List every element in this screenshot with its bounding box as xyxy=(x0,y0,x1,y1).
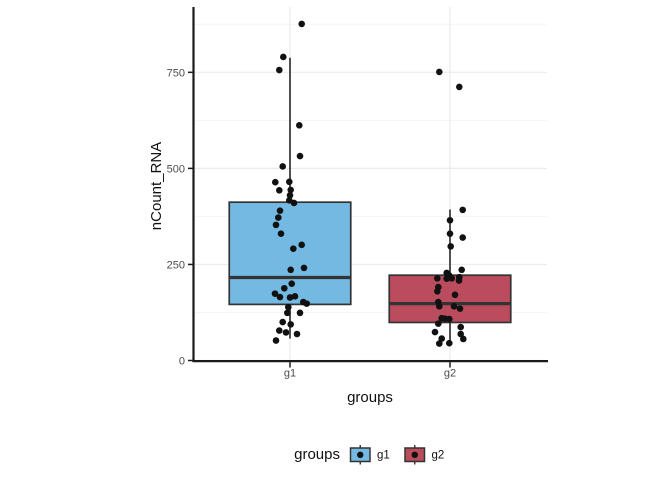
box-g2 xyxy=(388,274,512,324)
jitter-point xyxy=(275,214,282,221)
jitter-point xyxy=(298,20,306,28)
jitter-point xyxy=(438,335,446,342)
jitter-point xyxy=(276,207,284,214)
jitter-point xyxy=(431,328,439,336)
jitter-point xyxy=(291,293,299,300)
jitter-point xyxy=(298,241,306,249)
x-tick-label: g2 xyxy=(444,368,456,380)
jitter-point xyxy=(446,216,454,224)
x-tick-label: g1 xyxy=(284,368,296,380)
jitter-point xyxy=(272,337,280,344)
jitter-point xyxy=(446,230,454,238)
jitter-point xyxy=(460,335,467,343)
jitter-point xyxy=(456,83,463,91)
jitter-point xyxy=(276,186,283,194)
jitter-point xyxy=(303,300,311,307)
jitter-point xyxy=(459,234,467,241)
jitter-point xyxy=(293,330,301,338)
jitter-point xyxy=(276,327,283,334)
jitter-point xyxy=(282,329,290,336)
legend: groups g1 g2 xyxy=(294,445,444,465)
jitter-point xyxy=(457,323,465,331)
jitter-point xyxy=(450,303,458,310)
jitter-point xyxy=(436,68,443,76)
jitter-point xyxy=(290,245,297,252)
jitter-point xyxy=(277,230,285,238)
boxplots xyxy=(228,57,512,344)
y-tick-label: 500 xyxy=(167,163,185,175)
jitter-point xyxy=(276,293,284,301)
jitter-point xyxy=(446,315,453,323)
jitter-point xyxy=(436,303,443,310)
jitter-point xyxy=(447,243,455,250)
box-g1 xyxy=(228,201,352,306)
jitter-point xyxy=(443,275,451,282)
legend-key-g2 xyxy=(404,445,426,465)
jitter-point xyxy=(285,303,292,311)
jitter-point xyxy=(296,122,303,129)
legend-key-point xyxy=(357,451,364,458)
jitter-point xyxy=(284,309,291,317)
legend-title: groups xyxy=(294,446,340,463)
jitter-point xyxy=(280,53,287,61)
jitter-point xyxy=(290,199,298,207)
jitter-point xyxy=(457,330,465,338)
jitter-point xyxy=(434,288,441,295)
y-tick-label: 250 xyxy=(167,259,185,271)
jitter-point xyxy=(286,294,294,301)
jitter-point xyxy=(271,290,279,297)
jitter-point xyxy=(286,191,294,199)
legend-key-g1 xyxy=(349,445,371,465)
jitter-point xyxy=(281,284,288,292)
jitter-point xyxy=(458,266,466,274)
jitter-points xyxy=(271,20,467,347)
boxplot-g1 xyxy=(228,57,352,339)
jitter-point xyxy=(276,66,283,74)
jitter-point xyxy=(288,280,296,287)
legend-key-point xyxy=(411,451,418,458)
jitter-point xyxy=(434,274,441,282)
y-axis-title: nCount_RNA xyxy=(148,142,165,230)
jitter-point xyxy=(287,321,295,328)
axes: 0 250 500 750 g1 g2 xyxy=(167,7,548,380)
jitter-point xyxy=(436,340,443,347)
jitter-point xyxy=(296,309,304,317)
jitter-point xyxy=(459,206,467,214)
y-tick-label: 750 xyxy=(167,67,185,79)
x-axis-title: groups xyxy=(347,389,393,406)
legend-label-g2: g2 xyxy=(432,450,445,462)
jitter-point xyxy=(435,320,442,327)
jitter-point xyxy=(456,305,464,312)
jitter-point xyxy=(272,221,280,229)
jitter-point xyxy=(300,264,308,272)
legend-label-g1: g1 xyxy=(377,450,390,462)
jitter-point xyxy=(296,152,304,160)
y-tick-label: 0 xyxy=(179,356,185,368)
jitter-point xyxy=(448,274,456,282)
jitter-point xyxy=(287,186,295,194)
jitter-point xyxy=(279,163,287,170)
jitter-point xyxy=(287,266,295,274)
jitter-point xyxy=(286,178,293,186)
jitter-point xyxy=(279,318,287,326)
jitter-point xyxy=(272,178,279,186)
jitter-point xyxy=(446,339,453,347)
jitter-point xyxy=(455,277,463,284)
jitter-point xyxy=(451,291,459,299)
